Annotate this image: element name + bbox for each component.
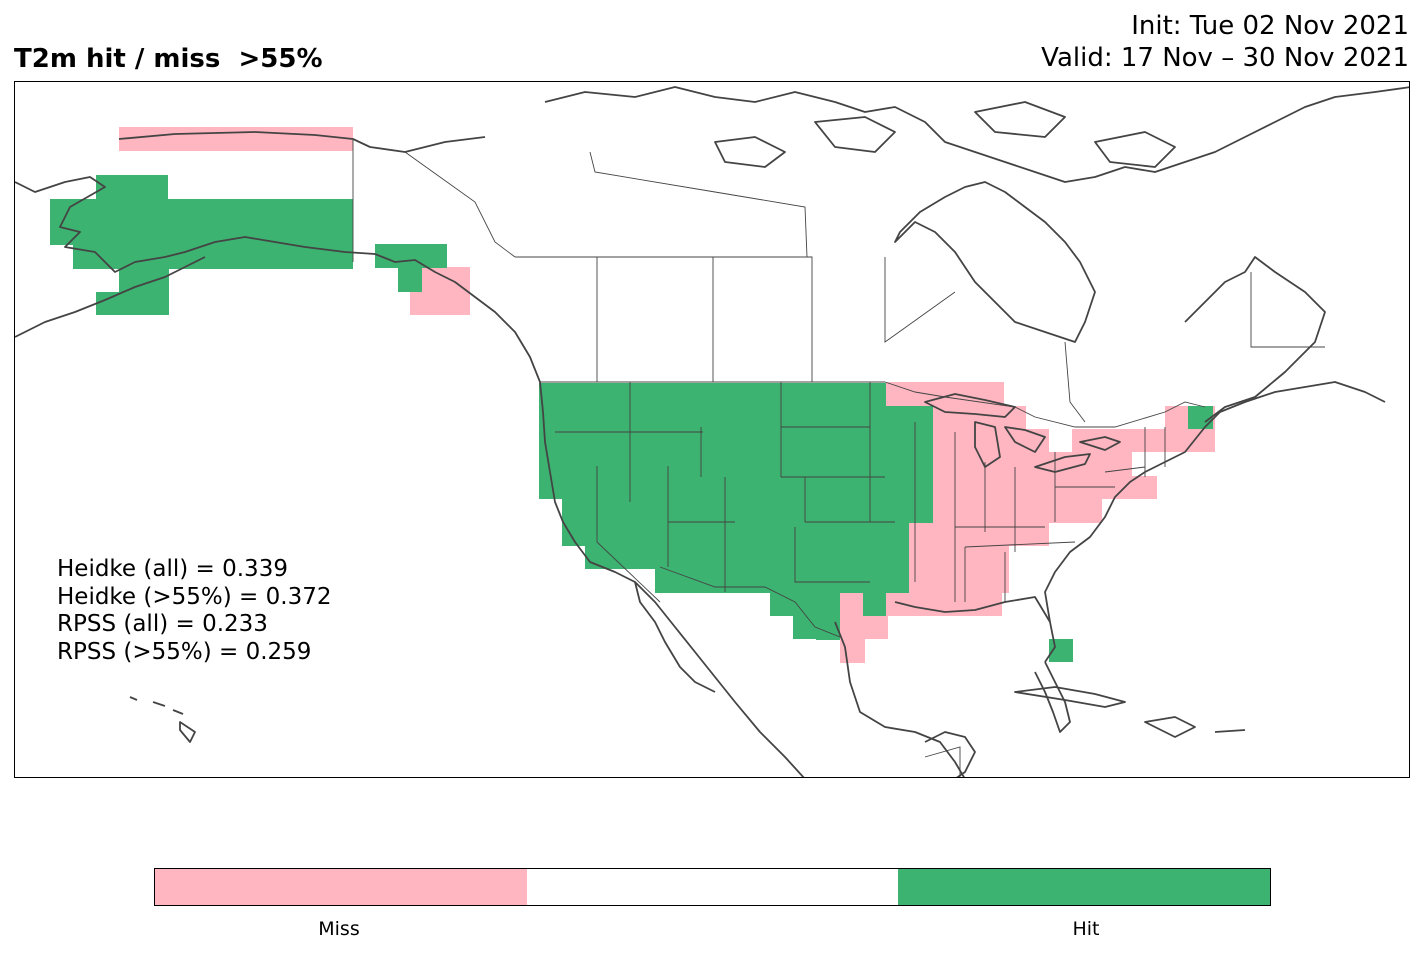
hit-cell xyxy=(562,523,909,546)
miss-cell xyxy=(886,382,1004,406)
colorbar xyxy=(154,868,1271,906)
map-panel xyxy=(14,81,1410,778)
miss-cell xyxy=(932,476,1157,499)
hit-cell xyxy=(539,429,933,452)
miss-cell xyxy=(840,616,888,639)
colorbar-miss-label: Miss xyxy=(318,918,360,940)
hit-cell xyxy=(73,245,353,269)
hit-cell xyxy=(562,499,933,523)
miss-cell xyxy=(840,593,865,616)
miss-cell xyxy=(909,569,1009,593)
miss-cell xyxy=(1072,429,1188,452)
hit-cell xyxy=(50,199,353,222)
map-svg xyxy=(15,86,1409,777)
miss-cell xyxy=(932,452,1132,476)
miss-cell xyxy=(1165,429,1215,452)
hit-cell xyxy=(96,175,168,199)
map-title: T2m hit / miss >55% xyxy=(14,44,323,74)
miss-cell xyxy=(119,127,353,151)
colorbar-miss xyxy=(155,869,527,905)
valid-range: Valid: 17 Nov – 30 Nov 2021 xyxy=(1041,43,1409,73)
colorbar-hit-label: Hit xyxy=(1072,918,1100,940)
hit-cell xyxy=(119,269,169,292)
hit-cells xyxy=(50,175,1213,662)
hit-cell xyxy=(50,222,353,245)
hit-cell xyxy=(1188,406,1213,429)
miss-cell xyxy=(422,292,447,315)
miss-cell xyxy=(909,429,1049,452)
hit-cell xyxy=(816,616,840,640)
hit-cell xyxy=(770,593,840,616)
heidke-55: Heidke (>55%) = 0.372 xyxy=(57,583,332,610)
hit-cell xyxy=(655,569,909,593)
hit-cell xyxy=(585,546,909,569)
hit-cell xyxy=(539,452,933,476)
colorbar-hit xyxy=(898,869,1271,905)
date-info: Init: Tue 02 Nov 2021 Valid: 17 Nov – 30… xyxy=(1041,10,1409,74)
hit-cell xyxy=(863,593,886,616)
hit-cell xyxy=(539,406,933,429)
skill-scores: Heidke (all) = 0.339 Heidke (>55%) = 0.37… xyxy=(57,556,331,666)
heidke-all: Heidke (all) = 0.339 xyxy=(57,556,288,582)
hit-cell xyxy=(96,292,169,315)
rpss-all: RPSS (all) = 0.233 xyxy=(57,611,268,637)
political-borders xyxy=(352,139,1325,777)
init-date: Init: Tue 02 Nov 2021 xyxy=(1131,11,1409,41)
miss-cell xyxy=(932,499,1102,523)
colorbar-neutral xyxy=(526,869,899,905)
rpss-55: RPSS (>55%) = 0.259 xyxy=(57,638,312,665)
hit-cell xyxy=(539,383,886,406)
miss-cell xyxy=(909,546,1009,569)
hit-cell xyxy=(375,244,447,268)
miss-cell xyxy=(909,523,1049,546)
hit-cell xyxy=(398,268,422,292)
coastlines xyxy=(15,86,1409,777)
hit-cell xyxy=(539,476,933,499)
